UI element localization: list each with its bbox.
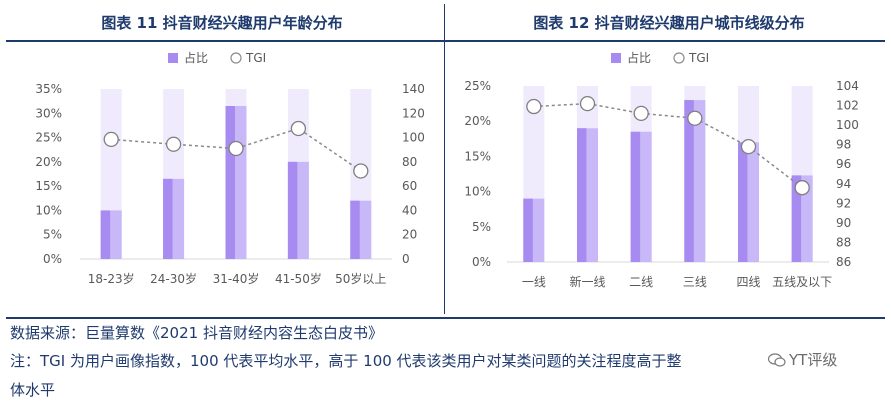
right-axis-tick-label: 94 <box>836 177 851 191</box>
watermark-text: YT评级 <box>789 351 838 369</box>
bar-shade <box>791 175 802 262</box>
bar-shade <box>577 128 587 262</box>
left-axis-tick-label: 25% <box>464 79 491 93</box>
tgi-point <box>353 163 369 179</box>
left-axis-tick-label: 10% <box>35 203 62 217</box>
legend-tgi-label: TGI <box>688 51 709 65</box>
right-axis-tick-label: 120 <box>402 106 425 120</box>
right-axis-tick-label: 60 <box>402 179 417 193</box>
bar-shade <box>163 178 173 259</box>
category-tick-label: 50岁以上 <box>335 271 386 286</box>
bar-shade <box>287 161 298 259</box>
bar-shade <box>350 200 360 259</box>
legend-tgi-label: TGI <box>245 51 266 65</box>
legend-tgi-marker <box>673 52 685 64</box>
chart-title-age: 图表 11 抖音财经兴趣用户年龄分布 <box>101 14 343 32</box>
right-axis-tick-label: 102 <box>836 99 859 113</box>
left-axis-tick-label: 10% <box>464 185 491 199</box>
bar-shade <box>738 142 748 262</box>
left-axis-tick-label: 30% <box>35 106 62 120</box>
tgi-point <box>740 138 757 155</box>
right-axis-tick-label: 98 <box>836 138 851 152</box>
tgi-point <box>228 140 244 157</box>
left-axis-tick-label: 0% <box>472 255 491 269</box>
right-axis-tick-label: 40 <box>402 203 417 217</box>
tgi-point <box>687 110 703 126</box>
tgi-note: 注：TGI 为用户画像指数，100 代表平均水平，高于 100 代表该类用户对某… <box>10 352 682 370</box>
right-axis-tick-label: 96 <box>836 157 851 171</box>
category-tick-label: 41-50岁 <box>275 271 322 286</box>
category-tick-label: 三线 <box>683 275 707 289</box>
left-axis-tick-label: 5% <box>43 228 62 242</box>
tgi-point <box>633 105 649 122</box>
tgi-point <box>290 120 307 137</box>
tgi-point <box>794 180 810 196</box>
legend-bar-label: 占比 <box>627 50 651 65</box>
tgi-note-continued: 体水平 <box>10 381 56 399</box>
right-axis-tick-label: 88 <box>836 235 851 249</box>
right-axis-tick-label: 90 <box>836 216 851 230</box>
legend-tgi-marker <box>230 52 242 64</box>
category-tick-label: 31-40岁 <box>213 271 260 286</box>
left-axis-tick-label: 15% <box>464 149 491 163</box>
watermark: YT评级 <box>764 349 842 370</box>
right-axis-tick-label: 80 <box>402 155 417 169</box>
left-axis-tick-label: 5% <box>472 220 491 234</box>
left-axis-tick-label: 20% <box>35 155 62 169</box>
bar-shade <box>100 210 111 259</box>
right-axis-tick-label: 100 <box>402 131 425 145</box>
tgi-point <box>103 131 119 148</box>
category-tick-label: 五线及以下 <box>772 275 832 289</box>
category-tick-label: 24-30岁 <box>150 271 197 286</box>
left-axis-tick-label: 15% <box>35 179 62 193</box>
right-axis-tick-label: 104 <box>836 79 859 93</box>
category-tick-label: 18-23岁 <box>88 271 135 286</box>
legend-bar-swatch <box>611 53 621 63</box>
left-axis-tick-label: 20% <box>464 114 491 128</box>
title-rule <box>6 40 885 42</box>
left-axis-tick-label: 25% <box>35 131 62 145</box>
right-axis-tick-label: 92 <box>836 196 851 210</box>
tgi-point <box>526 98 542 115</box>
bar-shade <box>684 100 694 262</box>
legend-bar-swatch <box>168 53 178 63</box>
age-distribution-chart: 占比 TGI 0% 5% 10% 15% 20% 25% 30% 35% 0 20 40 60 80 100 1… <box>35 50 425 286</box>
right-axis-tick-label: 140 <box>402 82 425 96</box>
wechat-icon <box>768 352 786 367</box>
bar-shade <box>225 106 235 259</box>
category-tick-label: 一线 <box>522 275 546 289</box>
bar-shade <box>523 198 533 262</box>
left-axis-tick-label: 35% <box>35 82 62 96</box>
tgi-point <box>165 136 182 152</box>
right-axis-tick-label: 86 <box>836 255 851 269</box>
bar-shade <box>630 131 641 262</box>
source-note: 数据来源：巨量算数《2021 抖音财经内容生态白皮书》 <box>10 324 383 342</box>
category-tick-label: 四线 <box>736 275 760 289</box>
notes-rule <box>6 317 885 319</box>
right-axis-tick-label: 20 <box>402 228 417 242</box>
tgi-line <box>533 102 803 189</box>
category-tick-label: 新一线 <box>569 274 605 289</box>
right-axis-tick-label: 100 <box>836 118 859 132</box>
legend-bar-label: 占比 <box>184 50 208 65</box>
city-tier-chart: 占比 TGI 0% 5% 10% 15% 20% 25% 86 88 90 92 94 96 98 100 10… <box>464 50 859 289</box>
tgi-point <box>579 95 596 112</box>
right-axis-tick-label: 0 <box>402 252 410 266</box>
chart-title-city: 图表 12 抖音财经兴趣用户城市线级分布 <box>533 14 805 32</box>
left-axis-tick-label: 0% <box>43 252 62 266</box>
panel-divider <box>444 4 445 314</box>
category-tick-label: 二线 <box>629 275 653 289</box>
